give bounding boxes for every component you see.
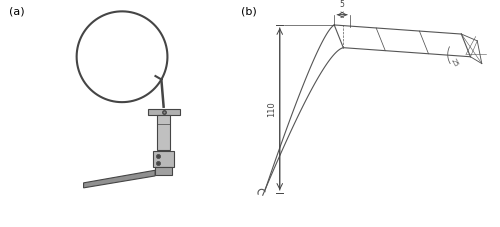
Bar xyxy=(154,151,174,167)
Text: 5: 5 xyxy=(340,0,344,9)
Polygon shape xyxy=(155,167,172,175)
Text: (a): (a) xyxy=(8,7,24,17)
FancyBboxPatch shape xyxy=(148,109,180,115)
Bar xyxy=(158,115,170,150)
Text: 25: 25 xyxy=(450,57,460,68)
Text: (b): (b) xyxy=(241,7,257,17)
Text: 110: 110 xyxy=(268,101,276,117)
Polygon shape xyxy=(84,170,155,188)
